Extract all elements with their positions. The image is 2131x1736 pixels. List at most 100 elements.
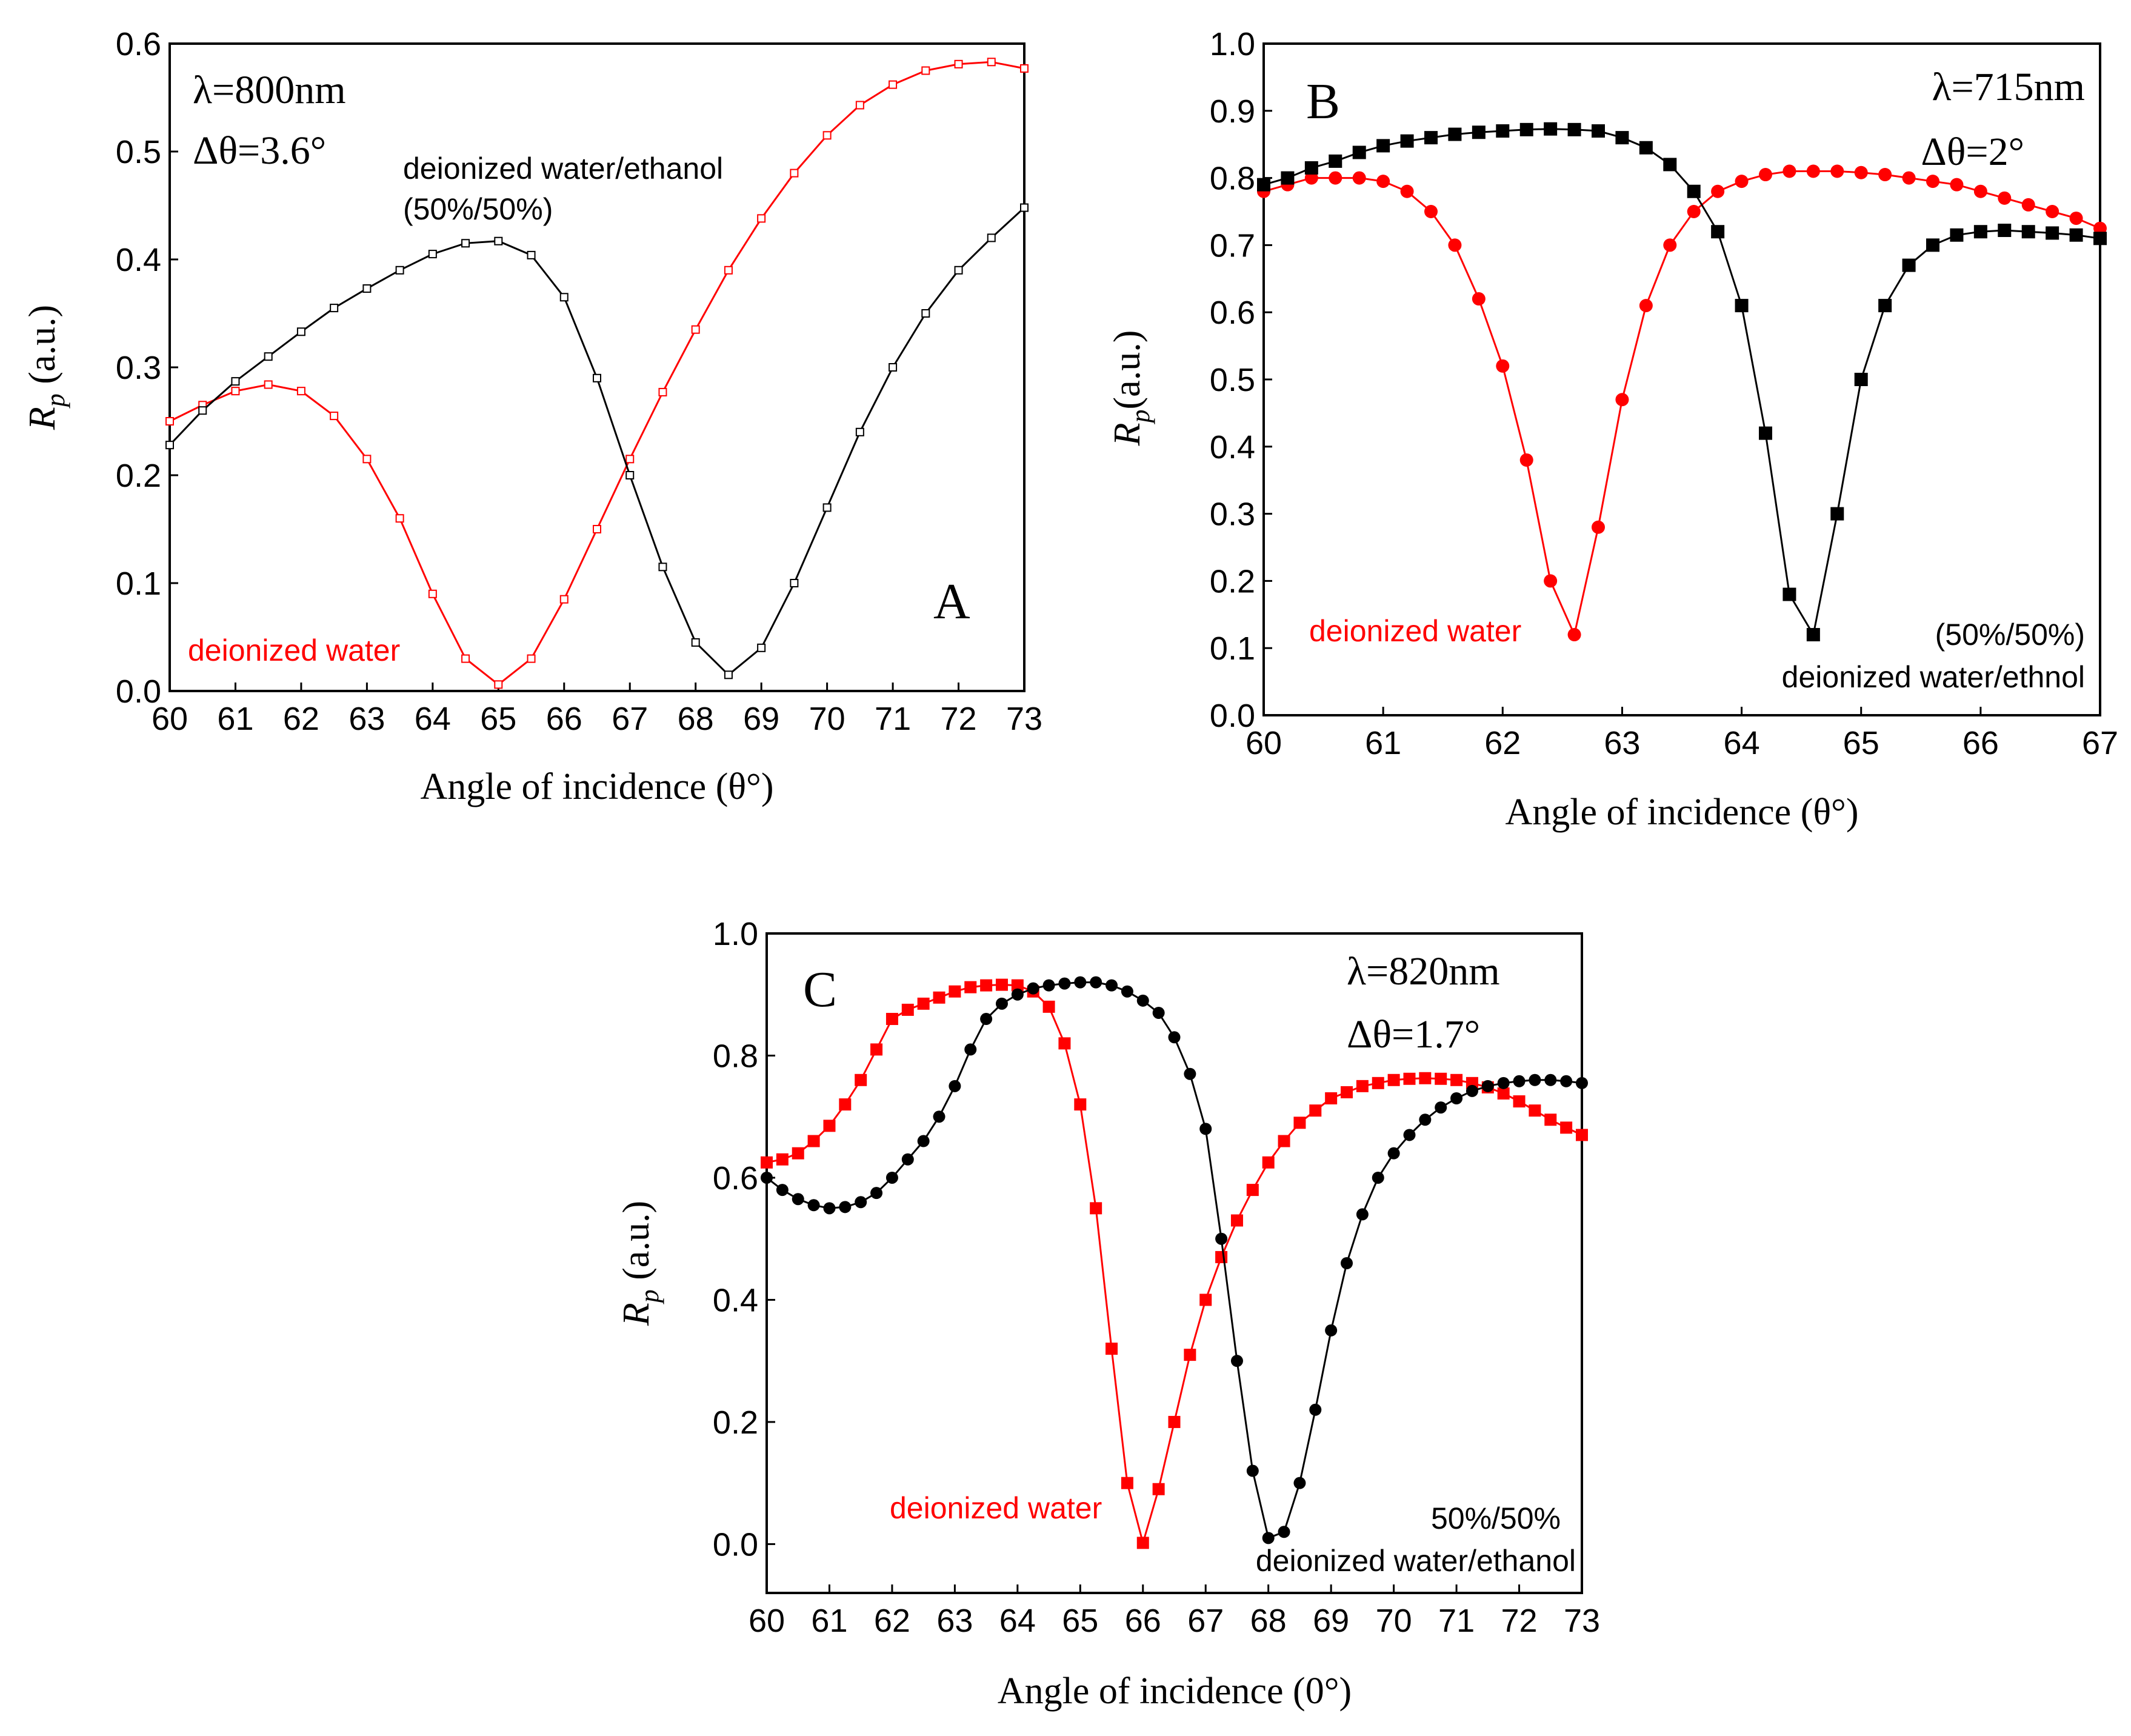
data-point — [855, 101, 864, 110]
annotation-ratio: 50%/50% — [1431, 1501, 1561, 1535]
data-point — [1711, 225, 1725, 239]
data-point — [1472, 292, 1486, 306]
data-point — [658, 563, 667, 572]
data-point — [1058, 977, 1071, 990]
data-point — [1576, 1129, 1588, 1141]
data-point — [1435, 1101, 1447, 1114]
y-label-unit: (a.u.) — [616, 1201, 657, 1289]
data-point — [1435, 1072, 1447, 1085]
data-point — [1759, 426, 1772, 440]
panel-b: 60 61 62 63 64 65 66 67 0.0 0.1 0.2 0.3 0.4 0.5 0.6 0.… — [1107, 26, 2118, 833]
x-tick-label: 60 — [1246, 725, 1282, 761]
x-tick-label: 62 — [874, 1603, 910, 1639]
y-tick-label: 1.0 — [713, 916, 758, 952]
data-point — [1529, 1073, 1541, 1086]
data-point — [964, 1043, 977, 1056]
data-point — [198, 406, 207, 415]
x-tick-label: 71 — [875, 701, 911, 737]
y-tick-label: 0.6 — [1210, 295, 1255, 331]
data-point — [1199, 1123, 1212, 1135]
data-point — [1027, 982, 1039, 995]
data-point — [1121, 985, 1133, 998]
data-point — [1567, 628, 1581, 642]
data-point — [1466, 1084, 1478, 1097]
y-label-unit: (a.u.) — [1107, 330, 1148, 410]
data-point — [527, 250, 536, 259]
data-point — [296, 327, 305, 336]
data-point — [724, 265, 733, 275]
data-point — [1042, 1000, 1055, 1013]
x-tick-label: 61 — [1365, 725, 1401, 761]
data-point — [1199, 1294, 1212, 1306]
data-point — [1400, 184, 1414, 198]
data-point — [1519, 122, 1533, 136]
param-wavelength: λ=800nm — [193, 68, 346, 112]
param-delta-theta: Δθ=3.6° — [193, 129, 326, 173]
data-point — [954, 265, 963, 275]
data-point — [1544, 122, 1558, 136]
data-point — [1215, 1232, 1228, 1245]
data-point — [1309, 1403, 1322, 1416]
data-point — [2069, 228, 2083, 242]
data-point — [494, 236, 503, 245]
data-point — [1830, 507, 1844, 521]
data-point — [1496, 359, 1510, 373]
data-point — [1293, 1117, 1306, 1129]
data-point — [1074, 976, 1087, 989]
data-point — [1639, 141, 1653, 155]
data-point — [593, 373, 601, 382]
x-tick-label: 70 — [1376, 1603, 1412, 1639]
param-delta-theta: Δθ=1.7° — [1347, 1012, 1480, 1057]
data-point — [593, 525, 601, 533]
data-point — [1592, 124, 1605, 138]
data-point — [1011, 988, 1024, 1001]
data-point — [1152, 1483, 1165, 1495]
data-point — [724, 670, 733, 679]
y-tick-label: 0.3 — [1210, 496, 1255, 533]
annotation-water: deionized water — [890, 1491, 1102, 1525]
data-point — [1329, 154, 1342, 168]
y-tick-label: 0.0 — [1210, 698, 1255, 734]
data-point — [1544, 1073, 1557, 1086]
data-point — [1544, 574, 1558, 588]
y-tick-label: 0.6 — [713, 1160, 758, 1197]
data-point — [1424, 131, 1438, 145]
data-point — [949, 1080, 961, 1092]
x-tick-label: 62 — [283, 701, 319, 737]
y-axis-label: Rp (a.u.) — [22, 305, 70, 430]
x-tick-label: 65 — [1843, 725, 1879, 761]
data-point — [1304, 161, 1318, 175]
data-point — [1448, 127, 1462, 141]
data-point — [1325, 1324, 1338, 1337]
data-point — [792, 1193, 804, 1206]
x-tick-label: 63 — [348, 701, 385, 737]
param-wavelength: λ=820nm — [1347, 949, 1500, 993]
y-label-main: R — [1107, 422, 1148, 446]
data-point — [1615, 393, 1629, 407]
data-point — [1376, 139, 1390, 153]
data-point — [296, 387, 305, 396]
data-point — [807, 1199, 820, 1212]
data-point — [1497, 1077, 1510, 1089]
y-tick-label: 0.2 — [1210, 563, 1255, 599]
x-tick-label: 63 — [936, 1603, 973, 1639]
data-point — [1325, 1092, 1338, 1104]
data-point — [1735, 175, 1749, 189]
data-point — [1926, 238, 1939, 252]
y-tick-label: 0.4 — [1210, 429, 1255, 466]
data-point — [1481, 1080, 1494, 1092]
data-point — [1424, 205, 1438, 218]
data-point — [933, 1110, 945, 1123]
data-point — [980, 1013, 993, 1026]
panel-a: 60 61 62 63 64 65 66 67 68 69 70 71 72 73 0.0 0.1 0.2 0.… — [22, 26, 1042, 807]
data-point — [954, 59, 963, 68]
data-point — [757, 643, 766, 652]
data-point — [1783, 587, 1796, 601]
data-point — [1711, 184, 1725, 198]
data-point — [165, 417, 174, 426]
data-point — [1376, 175, 1390, 189]
data-point — [839, 1201, 852, 1214]
data-point — [1806, 164, 1820, 178]
data-point — [807, 1135, 820, 1147]
data-point — [1419, 1113, 1432, 1126]
